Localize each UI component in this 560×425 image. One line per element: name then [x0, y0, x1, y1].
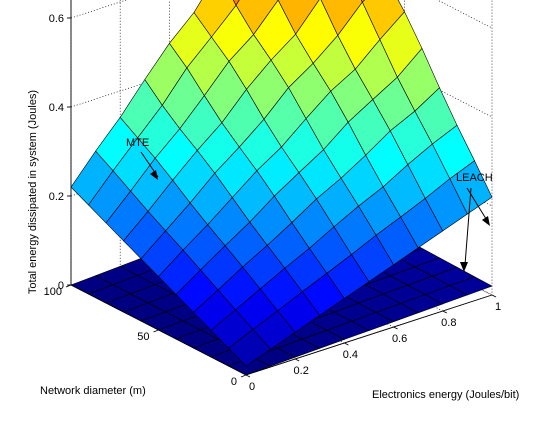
x-tick-label: 0.6 — [392, 333, 407, 345]
z-tick-label: 0.4 — [49, 102, 64, 114]
z-axis-label: Total energy dissipated in system (Joule… — [27, 90, 39, 294]
x-tick-label: 0.8 — [441, 317, 456, 329]
x-tick — [443, 311, 447, 313]
x-tick — [344, 343, 348, 345]
z-tick-label: 0 — [58, 280, 64, 292]
y-tick — [154, 330, 159, 332]
z-tick-label: 0.2 — [49, 191, 64, 203]
x-tick — [295, 359, 299, 361]
leach-arrowhead-upper — [482, 216, 490, 226]
x-axis-label: Electronics energy (Joules/bit) — [372, 389, 519, 401]
x-tick-label: 0.2 — [294, 365, 309, 377]
y-tick — [241, 375, 246, 377]
x-tick-label: 0 — [249, 381, 255, 393]
x-tick-label: 1 — [495, 301, 501, 313]
x-tick — [394, 327, 398, 329]
x-tick — [246, 375, 250, 377]
z-tick-label: 0.6 — [49, 13, 64, 25]
x-tick — [492, 295, 496, 297]
x-tick-label: 0.4 — [343, 349, 358, 361]
y-tick-label: 50 — [137, 331, 149, 343]
y-tick-label: 0 — [231, 376, 237, 388]
series-label-mte: MTE — [126, 137, 149, 149]
series-label-leach: LEACH — [456, 172, 493, 184]
y-axis-label: Network diameter (m) — [40, 385, 146, 397]
